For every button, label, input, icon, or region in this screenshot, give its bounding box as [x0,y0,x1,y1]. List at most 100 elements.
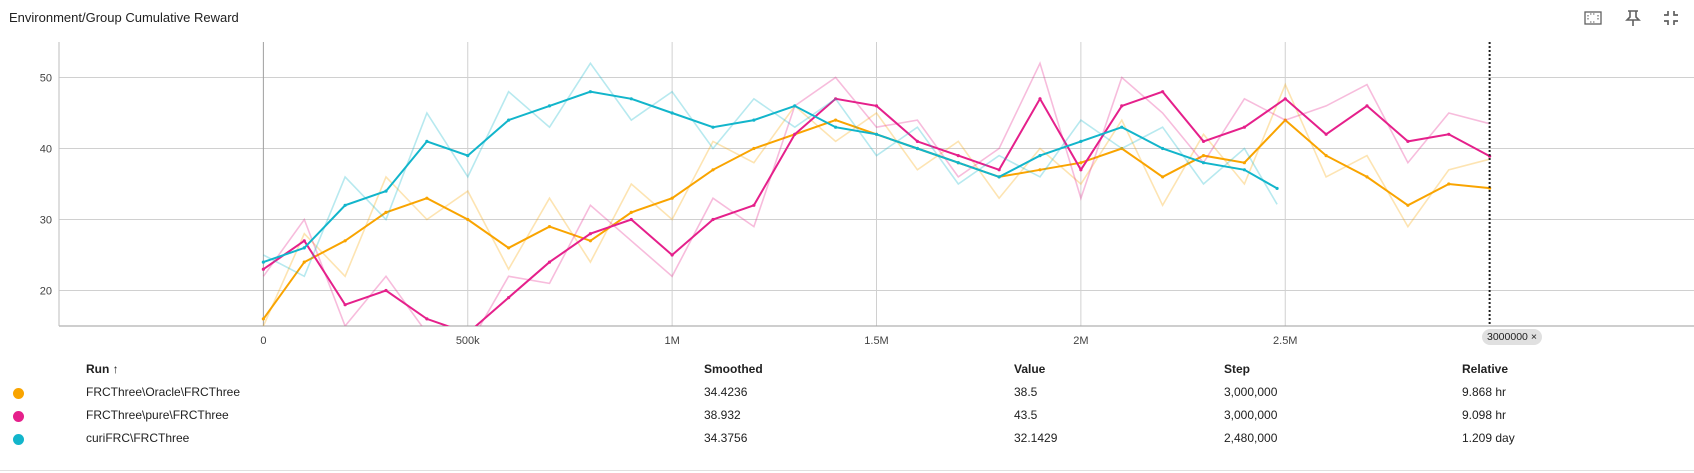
series-point[interactable] [425,196,429,200]
series-point[interactable] [425,317,429,321]
series-point[interactable] [547,225,552,229]
series-point[interactable] [670,196,674,200]
series-point[interactable] [670,111,674,115]
series-point[interactable] [834,97,838,101]
series-point[interactable] [466,154,470,158]
step-cursor-chip[interactable]: 3000000 × [1482,329,1542,345]
series-point[interactable] [956,161,960,165]
header-step[interactable]: Step [1224,362,1251,376]
series-point[interactable] [997,168,1001,172]
series-point[interactable] [1324,132,1328,136]
series-point[interactable] [1038,97,1042,101]
series-point[interactable] [1447,182,1451,186]
header-relative[interactable]: Relative [1462,362,1509,376]
series-point[interactable] [588,239,592,243]
legend-row[interactable]: curiFRC\FRCThree 34.3756 32.1429 2,480,0… [0,427,1694,450]
fit-to-domain-button[interactable] [1581,6,1605,30]
series-point[interactable] [793,132,797,136]
series-raw-line[interactable] [262,61,1490,347]
series-point[interactable] [874,132,879,136]
series-point[interactable] [302,246,306,250]
series-point[interactable] [1038,154,1042,158]
series-raw-line[interactable] [262,82,1490,326]
series-smoothed-line[interactable] [263,90,1278,264]
header-run[interactable]: Run ↑ [86,362,119,376]
line-chart[interactable]: 20 30 40 50 0 500k 1M 1.5M 2M 2.5M [0,36,1694,348]
series-point[interactable] [1079,168,1083,172]
series-point[interactable] [1324,154,1328,158]
series-point[interactable] [1079,161,1083,165]
series-point[interactable] [261,260,265,264]
series-point[interactable] [752,203,756,207]
series-point[interactable] [1242,168,1246,172]
series-point[interactable] [1161,175,1165,179]
series-point[interactable] [670,253,674,257]
legend-row[interactable]: FRCThree\pure\FRCThree 38.932 43.5 3,000… [0,404,1694,427]
series-raw-line[interactable] [263,61,1278,278]
series-point[interactable] [997,175,1001,179]
series-point[interactable] [1283,97,1287,101]
series-point[interactable] [1283,118,1287,122]
series-point[interactable] [711,125,715,129]
series-point[interactable] [629,210,633,214]
series-point[interactable] [1447,132,1451,136]
series-point[interactable] [711,168,715,172]
series-point[interactable] [588,232,592,236]
series-point[interactable] [874,104,879,108]
series-point[interactable] [1365,104,1369,108]
series-point[interactable] [343,303,347,307]
series-point[interactable] [343,239,347,243]
series-point[interactable] [547,260,552,264]
series-point[interactable] [793,104,797,108]
smoothed-value: 34.4236 [704,385,748,399]
legend-row[interactable]: FRCThree\Oracle\FRCThree 34.4236 38.5 3,… [0,381,1694,404]
series-point[interactable] [384,288,388,293]
series-point[interactable] [834,125,838,129]
series-point[interactable] [1406,139,1410,143]
series-point[interactable] [1161,146,1165,151]
series-point[interactable] [507,296,511,300]
series-point[interactable] [752,118,756,122]
header-smoothed[interactable]: Smoothed [704,362,763,376]
x-tick-label: 2.5M [1273,335,1297,347]
series-point[interactable] [425,139,429,143]
series-point[interactable] [588,90,592,94]
chip-close-icon[interactable]: × [1530,331,1537,343]
series-point[interactable] [752,146,756,151]
pin-button[interactable] [1621,6,1645,30]
series-point[interactable] [1406,203,1410,207]
series-point[interactable] [1201,161,1206,165]
series-point[interactable] [1120,104,1124,108]
series-point[interactable] [384,210,388,214]
series-point[interactable] [1038,168,1042,172]
series-point[interactable] [1242,125,1246,129]
series-point[interactable] [1201,139,1206,143]
series-point[interactable] [1161,90,1165,94]
series-point[interactable] [507,246,511,250]
series-point[interactable] [1120,146,1124,151]
series-point[interactable] [261,317,265,321]
series-point[interactable] [343,203,347,207]
series-point[interactable] [915,146,919,151]
series-point[interactable] [711,217,715,222]
series-point[interactable] [302,260,306,264]
exit-fullscreen-button[interactable] [1659,6,1683,30]
series-point[interactable] [302,239,306,243]
series-point[interactable] [507,118,511,122]
series-point[interactable] [1120,125,1124,129]
series-point[interactable] [1079,139,1083,143]
header-value[interactable]: Value [1014,362,1046,376]
series-point[interactable] [261,267,265,271]
series-point[interactable] [629,217,633,222]
series-point[interactable] [1201,154,1206,158]
series-point[interactable] [629,97,633,101]
series-point[interactable] [547,104,552,108]
series-point[interactable] [1242,161,1246,165]
series-point[interactable] [915,139,919,143]
series-point[interactable] [834,118,838,122]
series-point[interactable] [956,154,960,158]
series-point[interactable] [384,189,388,193]
series-point[interactable] [466,217,470,222]
series-point[interactable] [1275,186,1279,191]
series-point[interactable] [1365,175,1369,179]
